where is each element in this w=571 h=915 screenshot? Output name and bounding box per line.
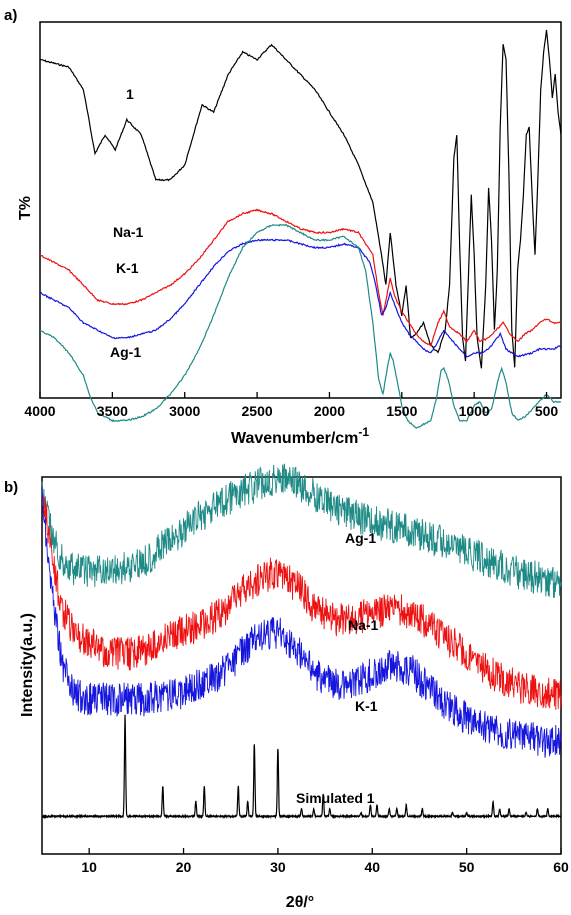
x-tick-label: 10 [81,859,97,875]
panel-b-letter: b) [4,479,18,496]
panel-a-x-axis-label-text: Wavenumber/cm [231,430,358,447]
panel-b-x-axis-label: 2θ/° [286,894,314,911]
series-line-ag-1 [39,223,562,429]
x-tick-label: 40 [364,859,380,875]
x-tick-label: 1000 [459,403,490,419]
label-k-1-xrd: K-1 [355,698,378,714]
label-ag-1-ir: Ag-1 [110,344,141,360]
series-line-k-1 [39,238,562,358]
x-tick-label: 20 [176,859,192,875]
label-1-ir: 1 [126,86,134,102]
panel-b: b) 10 20 30 40 50 60 Intensity(a.u.) 2θ/° Ag-… [4,463,569,911]
x-tick-label: 1500 [386,403,417,419]
x-tick-label: 30 [270,859,286,875]
label-ag-1-xrd: Ag-1 [345,530,376,546]
panel-a-y-axis-label: T% [17,196,34,220]
panel-b-x-ticks: 10 20 30 40 50 60 [81,848,569,875]
panel-a-letter: a) [4,7,17,24]
x-tick-label: 50 [459,859,475,875]
x-tick-label: 500 [535,403,559,419]
x-tick-label: 2000 [314,403,345,419]
panel-a-x-axis-label-sup: -1 [358,425,369,439]
x-tick-label: 60 [553,859,569,875]
label-na-1-ir: Na-1 [113,224,144,240]
label-k-1-ir: K-1 [116,260,139,276]
label-na-1-xrd: Na-1 [348,617,379,633]
panel-a-x-axis-label: Wavenumber/cm-1 [231,425,369,447]
series-line-k-1 [41,486,562,758]
series-line-ag-1 [41,463,562,598]
panel-b-series [41,463,562,820]
x-tick-label: 4000 [24,403,55,419]
panel-b-plot-frame [41,476,562,855]
label-simulated-1-xrd: Simulated 1 [296,790,375,806]
series-line-na-1 [41,493,562,710]
x-tick-label: 2500 [242,403,273,419]
panel-a-plot-frame [39,21,562,399]
panel-b-y-axis-label: Intensity(a.u.) [19,613,36,717]
panel-a-x-ticks: 4000 3500 3000 2500 2000 1500 1000 500 [24,392,558,419]
panel-a-series [39,29,562,429]
x-tick-label: 3000 [169,403,200,419]
series-line-1 [39,29,562,369]
series-line-simulated-1 [41,714,562,820]
panel-a: a) 4000 3500 3000 2500 2000 1500 1000 500 T% Wa… [4,7,562,447]
x-tick-label: 3500 [97,403,128,419]
series-line-na-1 [39,208,562,347]
